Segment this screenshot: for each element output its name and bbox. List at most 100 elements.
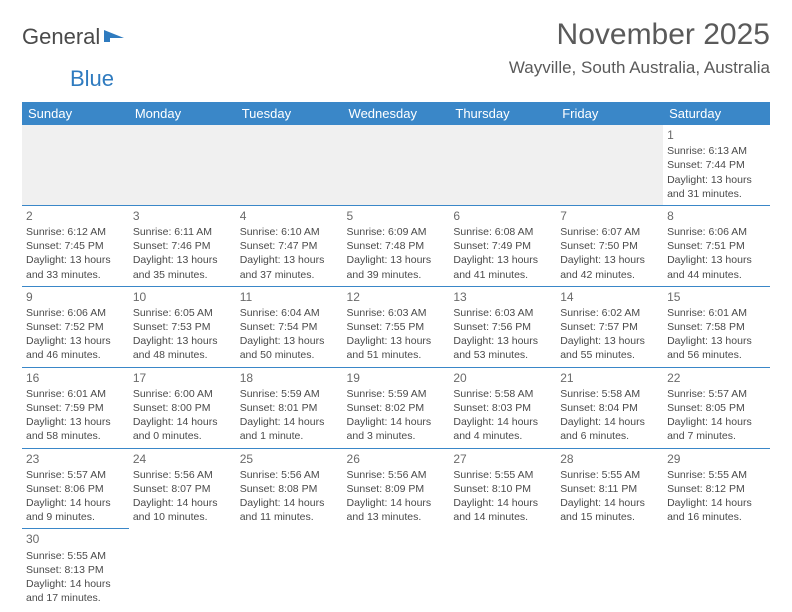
calendar-day: 21Sunrise: 5:58 AMSunset: 8:04 PMDayligh… (556, 367, 663, 448)
calendar-day: 23Sunrise: 5:57 AMSunset: 8:06 PMDayligh… (22, 448, 129, 529)
day-sunset: Sunset: 7:45 PM (26, 239, 125, 253)
day-number: 20 (453, 370, 552, 386)
day-sunset: Sunset: 7:53 PM (133, 320, 232, 334)
day-sunrise: Sunrise: 5:58 AM (453, 387, 552, 401)
day-sunset: Sunset: 7:44 PM (667, 158, 766, 172)
day-day2: and 31 minutes. (667, 187, 766, 201)
weekday-header: Thursday (449, 102, 556, 125)
day-day2: and 13 minutes. (347, 510, 446, 524)
day-day2: and 0 minutes. (133, 429, 232, 443)
calendar-day: 28Sunrise: 5:55 AMSunset: 8:11 PMDayligh… (556, 448, 663, 529)
day-day1: Daylight: 13 hours (560, 253, 659, 267)
day-sunset: Sunset: 8:06 PM (26, 482, 125, 496)
calendar-day: 7Sunrise: 6:07 AMSunset: 7:50 PMDaylight… (556, 205, 663, 286)
day-sunrise: Sunrise: 5:55 AM (560, 468, 659, 482)
day-sunset: Sunset: 7:49 PM (453, 239, 552, 253)
day-sunrise: Sunrise: 5:55 AM (26, 549, 125, 563)
day-day1: Daylight: 14 hours (26, 577, 125, 591)
calendar-week: 23Sunrise: 5:57 AMSunset: 8:06 PMDayligh… (22, 448, 770, 529)
day-number: 5 (347, 208, 446, 224)
day-number: 7 (560, 208, 659, 224)
day-number: 10 (133, 289, 232, 305)
day-day1: Daylight: 13 hours (26, 415, 125, 429)
day-day2: and 15 minutes. (560, 510, 659, 524)
day-number: 27 (453, 451, 552, 467)
day-sunset: Sunset: 7:59 PM (26, 401, 125, 415)
calendar-day (343, 529, 450, 609)
calendar-day (236, 125, 343, 205)
calendar-day: 14Sunrise: 6:02 AMSunset: 7:57 PMDayligh… (556, 286, 663, 367)
day-sunset: Sunset: 8:12 PM (667, 482, 766, 496)
day-number: 3 (133, 208, 232, 224)
calendar-day (343, 125, 450, 205)
day-sunset: Sunset: 7:46 PM (133, 239, 232, 253)
day-sunrise: Sunrise: 5:56 AM (240, 468, 339, 482)
day-number: 13 (453, 289, 552, 305)
day-sunset: Sunset: 8:01 PM (240, 401, 339, 415)
day-number: 12 (347, 289, 446, 305)
calendar-day: 5Sunrise: 6:09 AMSunset: 7:48 PMDaylight… (343, 205, 450, 286)
day-day1: Daylight: 13 hours (347, 253, 446, 267)
day-number: 17 (133, 370, 232, 386)
calendar-day: 30Sunrise: 5:55 AMSunset: 8:13 PMDayligh… (22, 529, 129, 609)
day-sunrise: Sunrise: 6:04 AM (240, 306, 339, 320)
day-sunrise: Sunrise: 5:59 AM (347, 387, 446, 401)
day-day2: and 9 minutes. (26, 510, 125, 524)
calendar-day (663, 529, 770, 609)
day-sunrise: Sunrise: 5:58 AM (560, 387, 659, 401)
day-day1: Daylight: 13 hours (26, 334, 125, 348)
calendar-day: 9Sunrise: 6:06 AMSunset: 7:52 PMDaylight… (22, 286, 129, 367)
day-day1: Daylight: 14 hours (667, 415, 766, 429)
day-number: 8 (667, 208, 766, 224)
day-sunset: Sunset: 8:02 PM (347, 401, 446, 415)
day-number: 16 (26, 370, 125, 386)
day-number: 9 (26, 289, 125, 305)
day-sunset: Sunset: 8:09 PM (347, 482, 446, 496)
day-number: 25 (240, 451, 339, 467)
day-sunset: Sunset: 8:10 PM (453, 482, 552, 496)
day-sunrise: Sunrise: 6:13 AM (667, 144, 766, 158)
calendar-week: 1Sunrise: 6:13 AMSunset: 7:44 PMDaylight… (22, 125, 770, 205)
day-number: 22 (667, 370, 766, 386)
day-number: 30 (26, 531, 125, 547)
day-number: 18 (240, 370, 339, 386)
calendar-day: 15Sunrise: 6:01 AMSunset: 7:58 PMDayligh… (663, 286, 770, 367)
day-day1: Daylight: 13 hours (347, 334, 446, 348)
day-number: 4 (240, 208, 339, 224)
day-day2: and 11 minutes. (240, 510, 339, 524)
day-number: 19 (347, 370, 446, 386)
day-day2: and 17 minutes. (26, 591, 125, 605)
title-block: November 2025 Wayville, South Australia,… (509, 18, 770, 78)
day-day1: Daylight: 14 hours (560, 496, 659, 510)
day-sunset: Sunset: 7:56 PM (453, 320, 552, 334)
day-day1: Daylight: 14 hours (240, 415, 339, 429)
day-number: 21 (560, 370, 659, 386)
day-day2: and 6 minutes. (560, 429, 659, 443)
day-day1: Daylight: 13 hours (453, 334, 552, 348)
day-day1: Daylight: 13 hours (133, 334, 232, 348)
calendar-day (449, 529, 556, 609)
day-sunrise: Sunrise: 5:57 AM (26, 468, 125, 482)
day-day1: Daylight: 14 hours (453, 415, 552, 429)
calendar-day (129, 529, 236, 609)
logo-text-1: General (22, 24, 100, 50)
calendar-day: 24Sunrise: 5:56 AMSunset: 8:07 PMDayligh… (129, 448, 236, 529)
day-sunset: Sunset: 7:50 PM (560, 239, 659, 253)
day-day2: and 58 minutes. (26, 429, 125, 443)
calendar-week: 30Sunrise: 5:55 AMSunset: 8:13 PMDayligh… (22, 529, 770, 609)
calendar-day (556, 529, 663, 609)
calendar-day: 22Sunrise: 5:57 AMSunset: 8:05 PMDayligh… (663, 367, 770, 448)
day-day2: and 16 minutes. (667, 510, 766, 524)
day-day2: and 35 minutes. (133, 268, 232, 282)
calendar-day: 4Sunrise: 6:10 AMSunset: 7:47 PMDaylight… (236, 205, 343, 286)
day-day2: and 39 minutes. (347, 268, 446, 282)
day-number: 28 (560, 451, 659, 467)
weekday-header: Wednesday (343, 102, 450, 125)
day-day1: Daylight: 14 hours (133, 415, 232, 429)
day-sunset: Sunset: 7:47 PM (240, 239, 339, 253)
day-number: 15 (667, 289, 766, 305)
calendar-day (22, 125, 129, 205)
day-day2: and 55 minutes. (560, 348, 659, 362)
day-sunset: Sunset: 8:11 PM (560, 482, 659, 496)
day-day2: and 53 minutes. (453, 348, 552, 362)
